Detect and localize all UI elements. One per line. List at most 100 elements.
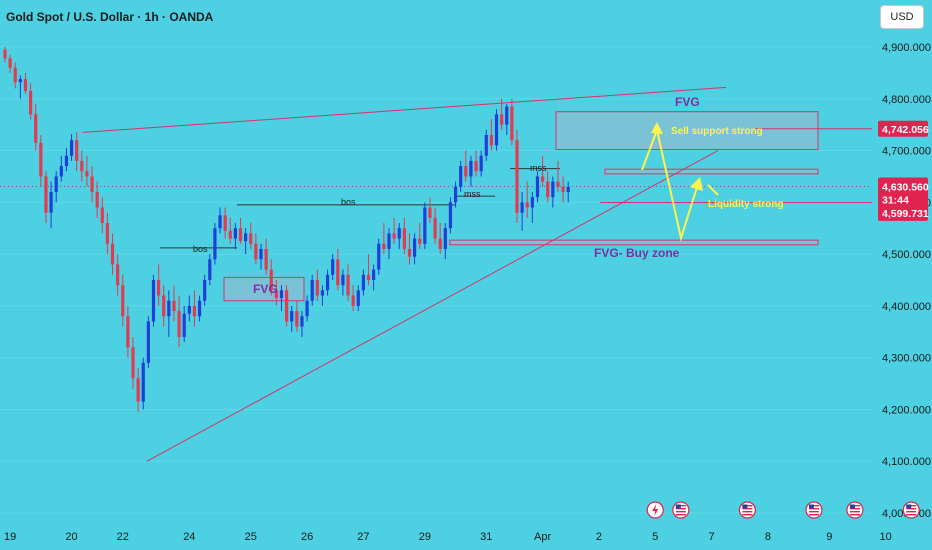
candle[interactable] bbox=[167, 290, 171, 337]
candle[interactable] bbox=[336, 248, 340, 291]
candle[interactable] bbox=[85, 155, 89, 187]
candle[interactable] bbox=[54, 171, 58, 203]
candle[interactable] bbox=[300, 311, 304, 337]
candle[interactable] bbox=[69, 133, 74, 161]
candle[interactable] bbox=[530, 191, 534, 224]
candle[interactable] bbox=[238, 217, 243, 244]
candle[interactable] bbox=[372, 264, 376, 291]
candle[interactable] bbox=[464, 150, 468, 182]
candle[interactable] bbox=[305, 295, 309, 322]
candle[interactable] bbox=[433, 207, 437, 244]
candle[interactable] bbox=[249, 223, 253, 249]
candle[interactable] bbox=[192, 290, 197, 327]
candle[interactable] bbox=[356, 285, 360, 312]
lightning-event-icon[interactable] bbox=[646, 501, 664, 519]
candle[interactable] bbox=[346, 264, 350, 301]
candle[interactable] bbox=[146, 316, 150, 369]
candle[interactable] bbox=[489, 119, 493, 151]
candle[interactable] bbox=[561, 176, 565, 203]
candle[interactable] bbox=[197, 295, 202, 322]
us-flag-event-icon[interactable] bbox=[846, 501, 864, 519]
candle[interactable] bbox=[407, 233, 412, 265]
candle[interactable] bbox=[269, 259, 273, 296]
candle[interactable] bbox=[213, 223, 217, 265]
candle[interactable] bbox=[397, 223, 401, 249]
candle[interactable] bbox=[259, 243, 263, 270]
candle[interactable] bbox=[428, 197, 432, 224]
candles-layer[interactable] bbox=[3, 47, 570, 413]
candle[interactable] bbox=[566, 181, 570, 203]
candle[interactable] bbox=[469, 155, 473, 187]
candle[interactable] bbox=[505, 103, 509, 136]
candle[interactable] bbox=[402, 217, 406, 255]
candle[interactable] bbox=[13, 62, 17, 89]
candle[interactable] bbox=[551, 176, 555, 208]
candle[interactable] bbox=[18, 75, 22, 99]
candle[interactable] bbox=[315, 269, 319, 301]
candle[interactable] bbox=[423, 202, 427, 249]
candle[interactable] bbox=[453, 181, 458, 208]
candle[interactable] bbox=[418, 223, 422, 249]
candle[interactable] bbox=[34, 103, 38, 151]
candle[interactable] bbox=[448, 197, 453, 234]
us-flag-event-icon[interactable] bbox=[738, 501, 757, 519]
candle[interactable] bbox=[351, 285, 355, 312]
candle[interactable] bbox=[310, 274, 314, 306]
candle[interactable] bbox=[366, 254, 371, 286]
candle[interactable] bbox=[285, 285, 289, 327]
candle[interactable] bbox=[80, 150, 84, 182]
candle[interactable] bbox=[387, 228, 391, 260]
candle[interactable] bbox=[228, 217, 232, 244]
candle[interactable] bbox=[49, 181, 53, 229]
candle[interactable] bbox=[29, 83, 33, 120]
candle[interactable] bbox=[244, 228, 248, 255]
candle[interactable] bbox=[223, 207, 227, 239]
candle[interactable] bbox=[203, 274, 207, 306]
candle[interactable] bbox=[541, 155, 545, 187]
candle[interactable] bbox=[484, 129, 488, 161]
candle[interactable] bbox=[208, 254, 212, 286]
candle[interactable] bbox=[510, 98, 514, 146]
candle[interactable] bbox=[520, 191, 524, 231]
price-axis[interactable]: 4,900.0004,800.0004,700.0004,600.0004,50… bbox=[878, 42, 931, 520]
candle[interactable] bbox=[479, 150, 483, 177]
candle[interactable] bbox=[105, 212, 109, 255]
candle[interactable] bbox=[556, 160, 560, 192]
candle[interactable] bbox=[131, 336, 135, 389]
candle[interactable] bbox=[59, 155, 63, 182]
candle[interactable] bbox=[116, 254, 120, 296]
candle[interactable] bbox=[110, 233, 115, 275]
candle[interactable] bbox=[274, 280, 278, 306]
candle[interactable] bbox=[64, 147, 69, 172]
candle[interactable] bbox=[187, 295, 191, 322]
candle[interactable] bbox=[75, 132, 79, 172]
candle[interactable] bbox=[44, 171, 48, 224]
candle[interactable] bbox=[515, 129, 519, 224]
candle[interactable] bbox=[392, 217, 396, 244]
candle[interactable] bbox=[39, 135, 43, 187]
candle[interactable] bbox=[23, 72, 28, 94]
candle[interactable] bbox=[95, 181, 99, 218]
candle[interactable] bbox=[341, 269, 345, 296]
candle[interactable] bbox=[136, 368, 140, 413]
candle[interactable] bbox=[361, 269, 365, 296]
candle[interactable] bbox=[382, 223, 386, 255]
candle[interactable] bbox=[474, 150, 478, 177]
candle[interactable] bbox=[413, 233, 417, 265]
candle[interactable] bbox=[233, 223, 237, 249]
us-flag-event-icon[interactable] bbox=[902, 501, 920, 519]
time-axis[interactable]: 19 20 22 24 25 26 27 29 31 Apr 2 5 7 8 9 10 bbox=[4, 531, 892, 543]
candle[interactable] bbox=[218, 207, 222, 234]
candle[interactable] bbox=[459, 160, 463, 192]
candle[interactable] bbox=[279, 285, 284, 312]
candle[interactable] bbox=[254, 233, 258, 265]
candle[interactable] bbox=[546, 171, 550, 203]
candle[interactable] bbox=[331, 254, 335, 280]
candle[interactable] bbox=[438, 223, 442, 255]
candle[interactable] bbox=[100, 197, 104, 234]
candle[interactable] bbox=[290, 305, 294, 332]
candle[interactable] bbox=[126, 305, 130, 358]
candle[interactable] bbox=[500, 98, 504, 130]
candle[interactable] bbox=[141, 357, 145, 410]
